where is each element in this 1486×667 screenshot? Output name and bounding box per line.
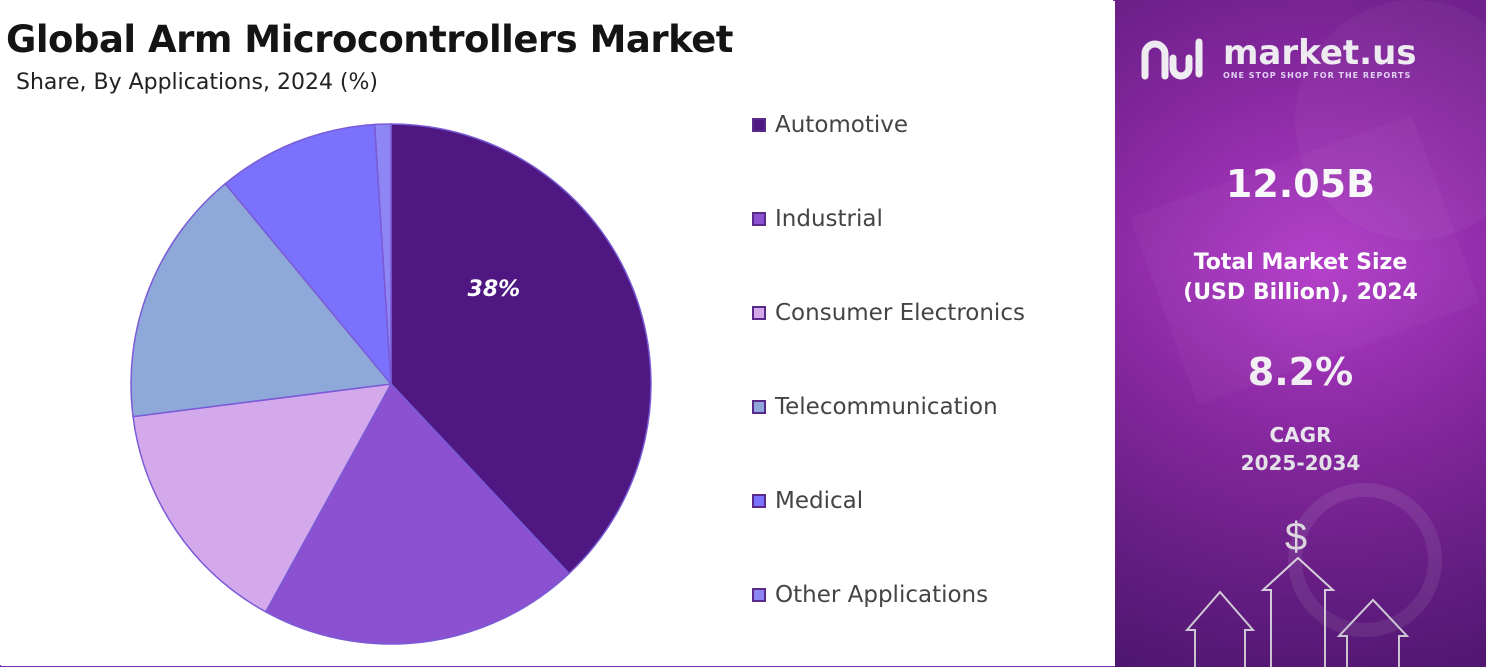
brand-logo: market.us ONE STOP SHOP FOR THE REPORTS: [1139, 36, 1417, 80]
legend-label-other-applications: Other Applications: [775, 582, 989, 608]
brand-name: market.us: [1223, 32, 1417, 73]
legend-item-automotive: Automotive: [752, 110, 908, 140]
market-us-logo-icon: [1141, 38, 1203, 80]
dollar-sign-icon: $: [1285, 515, 1307, 559]
legend-swatch-telecommunication: [752, 400, 766, 414]
data-label-automotive: 38%: [468, 277, 521, 302]
chart-subtitle: Share, By Applications, 2024 (%): [16, 70, 379, 95]
legend-item-other-applications: Other Applications: [752, 580, 988, 610]
market-size-value: 12.05B: [1225, 162, 1376, 206]
pie-slice-telecommunication: [130, 182, 393, 418]
market-size-label-line1: Total Market Size: [1193, 250, 1408, 275]
growth-arrows-icon: $: [1184, 515, 1410, 667]
chart-title: Global Arm Microcontrollers Market: [6, 18, 734, 61]
pie-slice-medical: [224, 123, 392, 387]
legend-item-medical: Medical: [752, 486, 863, 516]
legend-label-telecommunication: Telecommunication: [775, 394, 998, 420]
brand-tagline: ONE STOP SHOP FOR THE REPORTS: [1223, 70, 1412, 80]
arrow-up-icon-left: [1184, 590, 1256, 667]
pie-chart: 38%: [130, 123, 652, 645]
legend-label-medical: Medical: [775, 488, 864, 514]
legend-swatch-industrial: [752, 212, 766, 226]
cagr-period: 2025-2034: [1240, 451, 1361, 475]
legend-item-telecommunication: Telecommunication: [752, 392, 998, 422]
cagr-value: 8.2%: [1247, 350, 1354, 394]
arrow-up-icon-right: [1336, 598, 1410, 667]
legend-label-automotive: Automotive: [775, 112, 909, 138]
legend-swatch-consumer-electronics: [752, 306, 766, 320]
legend-swatch-other-applications: [752, 588, 766, 602]
legend-item-industrial: Industrial: [752, 204, 883, 234]
arrow-up-icon-center: [1260, 556, 1336, 667]
chart-panel: Global Arm Microcontrollers Market Share…: [6, 18, 1025, 645]
pie-slice-industrial: [264, 382, 571, 645]
legend-label-consumer-electronics: Consumer Electronics: [775, 300, 1025, 326]
market-size-label-line2: (USD Billion), 2024: [1183, 280, 1418, 305]
legend-item-consumer-electronics: Consumer Electronics: [752, 298, 1025, 328]
legend-swatch-medical: [752, 494, 766, 508]
legend-swatch-automotive: [752, 118, 766, 132]
legend-label-industrial: Industrial: [775, 206, 883, 232]
info-panel: market.us ONE STOP SHOP FOR THE REPORTS …: [1115, 0, 1486, 667]
pie-slice-consumer-electronics: [132, 383, 393, 613]
cagr-label: CAGR: [1269, 423, 1332, 447]
pie-slice-automotive: [390, 123, 652, 575]
pie-slice-other-applications: [373, 123, 392, 385]
